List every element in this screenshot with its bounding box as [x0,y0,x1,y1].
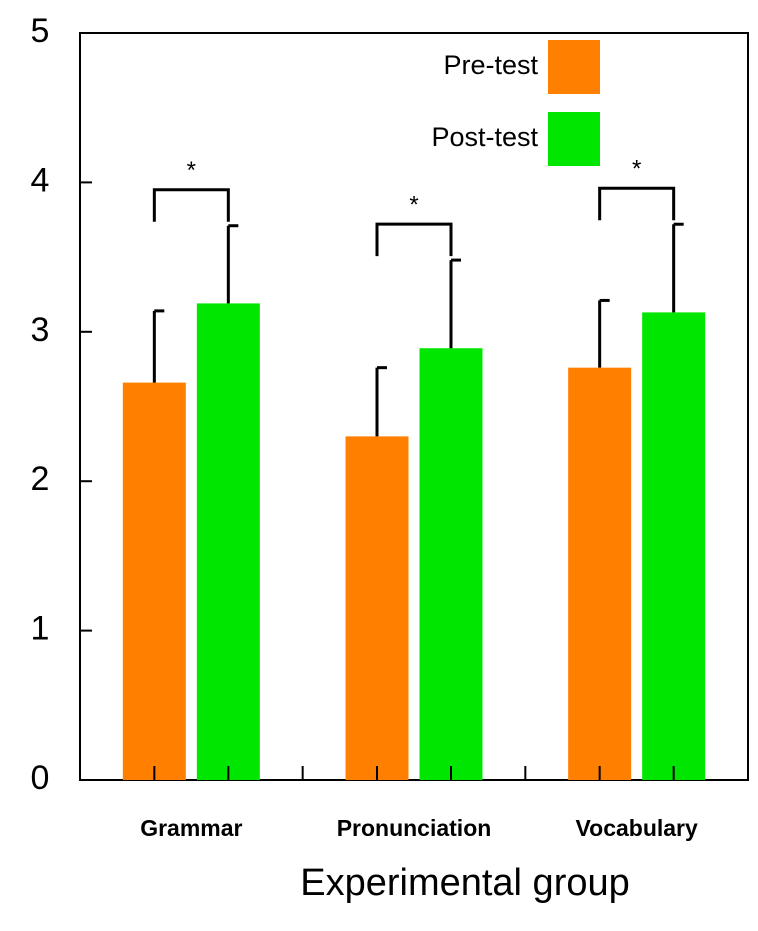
y-tick-label: 3 [31,311,50,349]
error-bar [226,224,239,304]
x-tick-label: Pronunciation [337,815,492,841]
y-tick-label: 1 [31,610,50,648]
error-bar [672,222,684,313]
bar [345,436,409,780]
bar [122,382,186,780]
legend-swatch [548,112,600,166]
plot-frame [79,32,749,781]
y-tick-label: 0 [31,759,50,797]
bar [642,312,706,780]
bar [196,303,260,780]
legend-label: Pre-test [443,50,538,80]
y-tick-label: 2 [31,460,50,498]
bar [568,367,632,780]
y-tick-label: 4 [31,161,50,199]
error-bar [375,366,387,437]
x-axis-label: Experimental group [300,862,630,904]
significance-bracket [598,186,676,221]
annotation: * [409,191,418,218]
legend-label: Post-test [431,122,538,152]
bar [419,348,483,780]
annotation: * [187,157,196,184]
y-tick-label: 5 [31,12,50,50]
error-bar [152,309,165,383]
error-bar [449,258,461,349]
x-tick-label: Vocabulary [576,815,698,841]
significance-bracket [375,222,453,257]
legend-swatch [548,40,600,94]
x-tick-label: Grammar [140,815,242,841]
significance-bracket [152,188,230,222]
annotation: * [632,156,641,183]
error-bar [598,298,610,368]
